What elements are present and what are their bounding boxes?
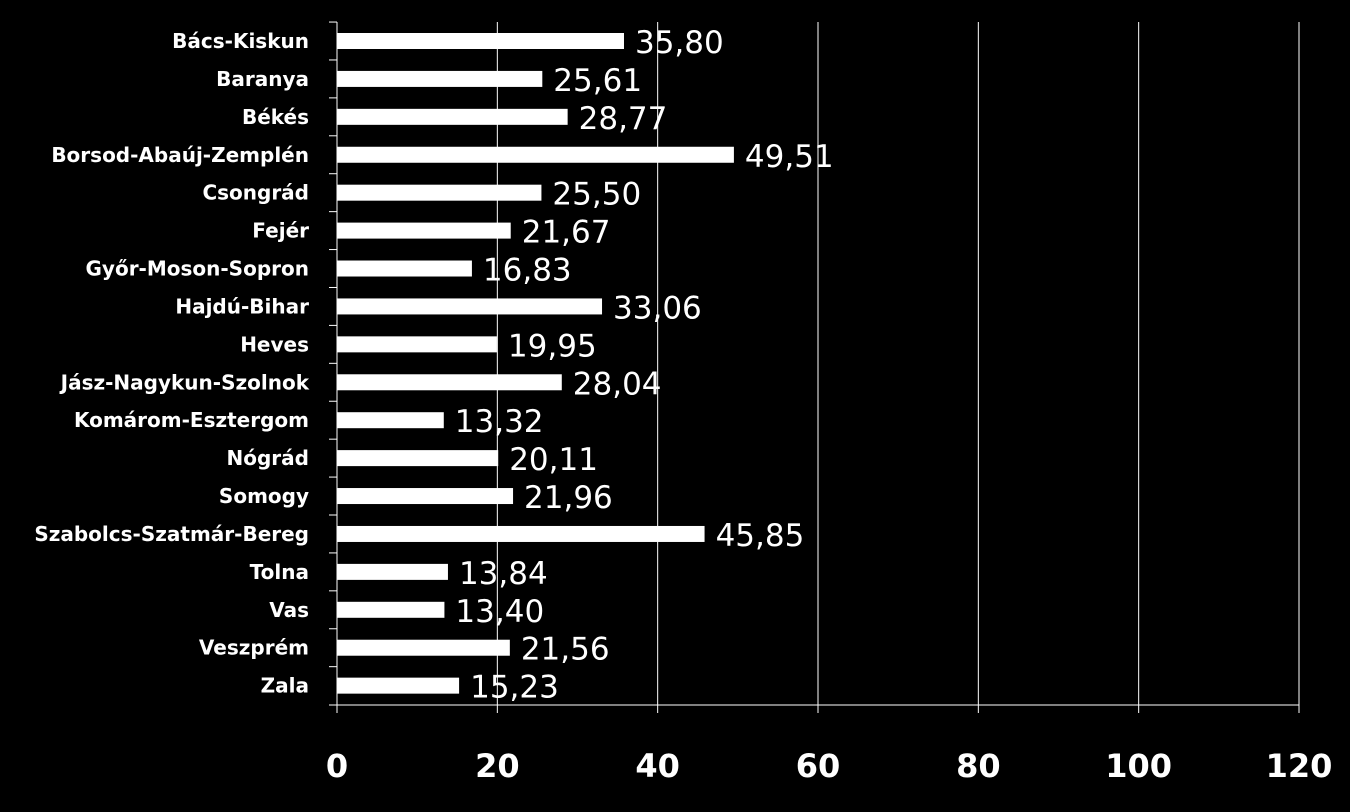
category-label: Győr-Moson-Sopron	[86, 257, 310, 281]
category-label: Fejér	[252, 219, 309, 243]
bar	[337, 601, 445, 618]
data-label: 25,61	[553, 63, 642, 99]
bars	[337, 33, 734, 694]
category-label: Heves	[240, 332, 309, 356]
category-label: Vas	[269, 598, 309, 622]
bar	[337, 222, 511, 239]
bar	[337, 525, 705, 542]
data-label: 21,67	[522, 215, 611, 251]
data-label: 21,56	[521, 632, 610, 668]
category-label: Komárom-Esztergom	[74, 408, 309, 432]
x-tick-label: 100	[1105, 747, 1172, 785]
bar	[337, 374, 562, 391]
bar	[337, 450, 499, 467]
bar	[337, 336, 497, 353]
category-label: Borsod-Abaúj-Zemplén	[51, 143, 309, 167]
x-tick-label: 40	[635, 747, 680, 785]
bar	[337, 298, 603, 315]
data-label: 13,32	[455, 404, 544, 440]
bar	[337, 70, 543, 87]
gridlines	[496, 22, 1300, 705]
bar	[337, 146, 734, 163]
category-label: Baranya	[216, 67, 309, 91]
bar	[337, 563, 448, 580]
bar	[337, 184, 542, 201]
x-tick-label: 80	[956, 747, 1001, 785]
category-label: Jász-Nagykun-Szolnok	[59, 370, 310, 394]
category-label: Hajdú-Bihar	[175, 294, 309, 318]
category-label: Nógrád	[227, 446, 309, 470]
data-label: 20,11	[509, 442, 598, 478]
bar	[337, 108, 568, 125]
labels: 0 20 40 60 80 100 120 Bács-Kiskun 35,80 Baranya 25…	[34, 25, 1332, 785]
x-tick-label: 0	[326, 747, 348, 785]
data-label: 16,83	[483, 253, 572, 289]
category-label: Veszprém	[199, 636, 309, 660]
x-tick-label: 20	[475, 747, 520, 785]
data-label: 13,40	[455, 594, 544, 630]
data-label: 13,84	[459, 556, 548, 592]
category-label: Tolna	[250, 560, 309, 584]
category-label: Békés	[242, 105, 309, 129]
category-label: Szabolcs-Szatmár-Bereg	[34, 522, 309, 546]
x-tick-label: 60	[796, 747, 841, 785]
data-label: 28,77	[579, 101, 668, 137]
x-tick-label: 120	[1266, 747, 1333, 785]
data-label: 25,50	[552, 177, 641, 213]
bar	[337, 677, 460, 694]
category-label: Csongrád	[202, 181, 309, 205]
category-label: Bács-Kiskun	[172, 29, 309, 53]
bar	[337, 260, 472, 277]
data-label: 21,96	[524, 480, 613, 516]
data-label: 15,23	[470, 670, 559, 706]
bar	[337, 488, 514, 505]
category-label: Somogy	[219, 484, 309, 508]
data-label: 19,95	[508, 328, 597, 364]
bar	[337, 412, 444, 429]
axes	[329, 21, 1300, 713]
bar	[337, 33, 624, 49]
bar	[337, 639, 510, 656]
category-label: Zala	[261, 674, 309, 698]
data-label: 45,85	[716, 518, 805, 554]
data-label: 33,06	[613, 290, 702, 326]
data-label: 35,80	[635, 25, 724, 61]
data-label: 49,51	[745, 139, 834, 175]
data-label: 28,04	[573, 366, 662, 402]
